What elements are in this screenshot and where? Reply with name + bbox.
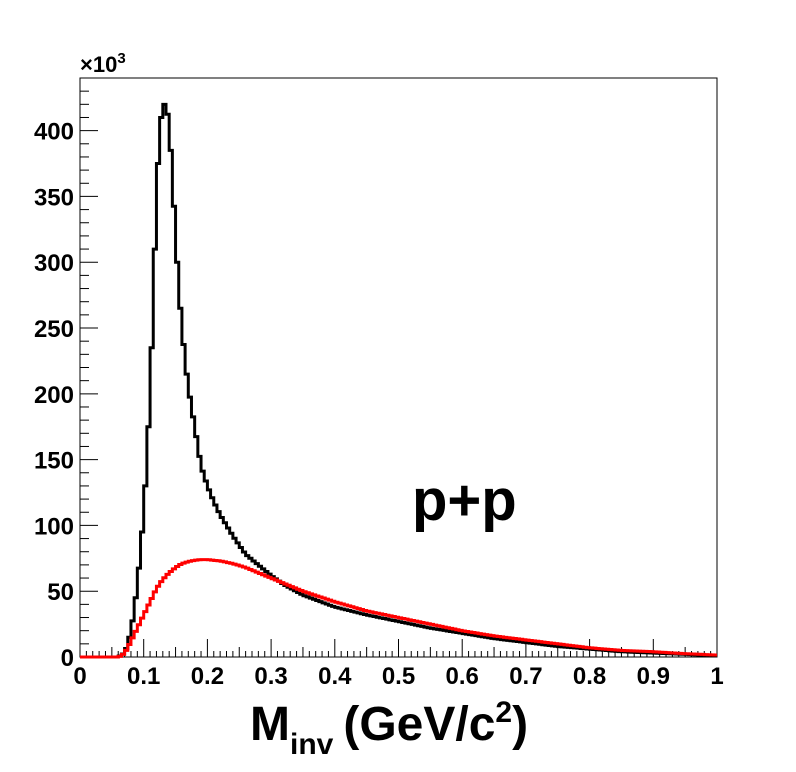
x-tick-label: 0.6 [446, 663, 479, 690]
y-multiplier: ×103 [80, 50, 126, 77]
x-tick-label: 0.2 [191, 663, 224, 690]
y-tick-label: 0 [61, 645, 74, 672]
x-tick-label: 0.7 [509, 663, 542, 690]
x-tick-label: 0.1 [127, 663, 160, 690]
annotation-pp: p+p [412, 468, 517, 533]
x-axis-title: Minv (GeV/c2) [250, 696, 528, 761]
y-tick-label: 300 [34, 250, 74, 277]
x-tick-label: 0.9 [637, 663, 670, 690]
x-tick-label: 0.8 [573, 663, 606, 690]
x-tick-label: 0.5 [382, 663, 415, 690]
y-tick-label: 200 [34, 382, 74, 409]
series-line-mixed-event [80, 558, 717, 659]
y-tick-label: 400 [34, 119, 74, 146]
y-tick-label: 250 [34, 316, 74, 343]
x-tick-label: 1 [710, 663, 723, 690]
x-tick-label: 0.3 [254, 663, 287, 690]
y-tick-label: 50 [47, 579, 74, 606]
x-tick-label: 0 [73, 663, 86, 690]
y-tick-label: 100 [34, 513, 74, 540]
y-tick-label: 150 [34, 448, 74, 475]
y-tick-label: 350 [34, 184, 74, 211]
y-axis: 0 50 100 150 200 250 300 350 400 [34, 77, 98, 672]
x-axis: 0 0.1 0.2 0.3 0.4 0.5 0.6 0.7 0.8 0.9 1 [73, 639, 724, 690]
series-layer [80, 102, 717, 659]
x-tick-label: 0.4 [318, 663, 352, 690]
